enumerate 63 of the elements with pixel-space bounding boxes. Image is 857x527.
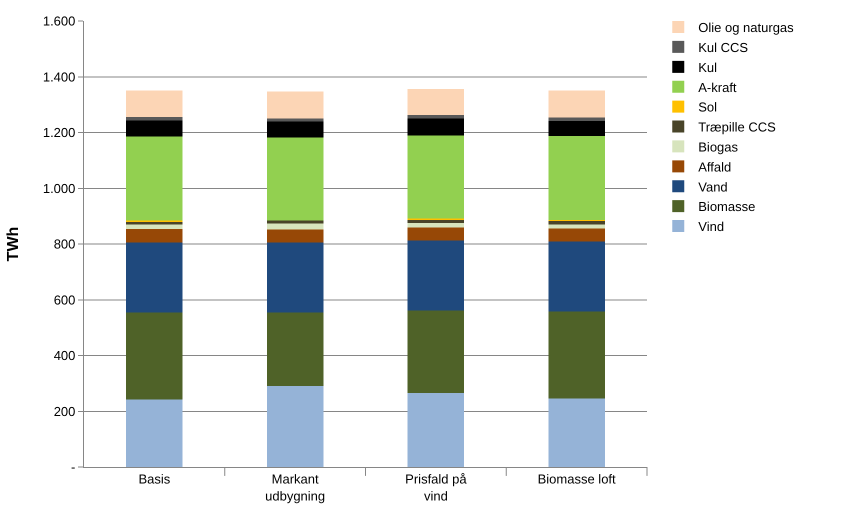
bar [408,310,464,394]
legend-label: Biogas [698,140,739,154]
y-tick-label: 200 [54,404,76,419]
bar [548,312,605,399]
bar [126,229,183,242]
x-tick-label: Basis [138,472,171,487]
bar [126,120,183,136]
bar [408,136,464,219]
bar [266,122,324,138]
bar [126,136,183,220]
y-tick-label: 1.200 [42,125,76,140]
bar [266,138,324,221]
legend-label: Vind [698,219,724,234]
bar [266,386,324,467]
bar [408,240,464,310]
x-tick-label: Biomasse loft [538,472,616,487]
y-axis-title: TWh [4,226,22,262]
legend-label: Affald [698,159,732,174]
bar [266,224,324,230]
y-tick-label: 400 [54,348,76,364]
bar [408,89,464,116]
y-tick-label: 1.400 [42,69,76,84]
bar [266,312,324,386]
bar [548,120,605,136]
legend-label: Olie og naturgas [698,20,794,36]
y-tick-label: 800 [54,236,76,252]
bar [126,242,183,312]
bar [548,224,605,229]
bar [126,312,183,400]
x-tick-label: Prisfald på vind [405,472,468,504]
bar [266,220,324,224]
bar [126,117,183,121]
bar [548,117,605,121]
bar [126,90,183,118]
bar [266,92,324,118]
bar [266,242,324,312]
bar [408,227,464,240]
bar [266,118,324,122]
legend-label: Sol [698,100,718,115]
bar [408,118,464,136]
y-tick-label: 1.600 [42,14,76,29]
bar [548,220,605,224]
bar [548,241,605,312]
y-tick-label: 1.000 [42,180,76,196]
x-tick-label: Markant udbygning [265,472,326,504]
legend-label: Kul [698,60,718,75]
bar [408,223,464,228]
bar [266,230,324,242]
y-tick-label: - [71,460,76,475]
bar [548,90,605,118]
legend-label: A-kraft [698,80,737,95]
legend-label: Kul CCS [698,40,748,55]
bar [126,399,183,467]
bar [408,393,464,467]
legend-label: Vand [698,179,728,194]
bar [548,398,605,467]
bar [548,228,605,242]
legend-label: Biomasse [698,199,756,214]
legend-label: Træpille CCS [698,120,776,135]
y-tick-label: 600 [54,292,76,308]
bar [126,224,183,230]
bar [548,136,605,220]
bar [408,115,464,118]
